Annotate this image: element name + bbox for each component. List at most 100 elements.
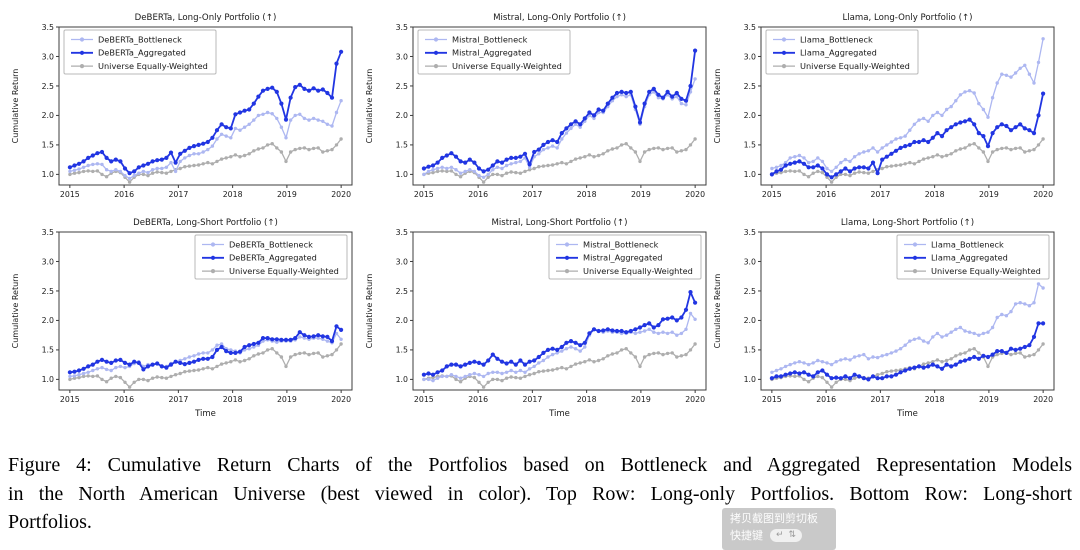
series-marker (537, 152, 541, 156)
series-marker (693, 342, 697, 346)
series-llama-bottleneck (770, 282, 1045, 374)
series-marker (302, 351, 307, 355)
series-marker (684, 103, 688, 107)
series-marker (444, 364, 449, 369)
series-marker (449, 165, 454, 169)
series-marker (949, 104, 953, 109)
series-marker (907, 366, 912, 371)
series-marker (569, 159, 573, 164)
x-tick-label: 2020 (1033, 395, 1053, 404)
series-marker (688, 348, 693, 352)
series-marker (894, 163, 898, 168)
series-marker (615, 94, 619, 99)
series-marker (894, 368, 898, 373)
legend-label: Llama_Aggregated (931, 253, 1008, 263)
series-marker (573, 122, 578, 127)
series-marker (866, 149, 871, 153)
series-marker (1041, 286, 1045, 290)
series-marker (523, 370, 527, 374)
series-marker (815, 163, 820, 168)
series-marker (862, 352, 866, 357)
series-marker (431, 375, 435, 380)
series-marker (829, 376, 834, 381)
series-marker (150, 171, 155, 175)
series-marker (495, 370, 500, 374)
series-marker (843, 157, 848, 162)
legend-marker (210, 242, 216, 247)
series-marker (564, 126, 569, 131)
series-marker (871, 146, 875, 150)
copy-screenshot-toast[interactable]: 拷贝截图到剪切板 快捷键 ↵ ⇅ (722, 508, 836, 550)
series-marker (559, 344, 564, 350)
series-marker (633, 355, 638, 359)
series-marker (816, 374, 820, 379)
chart-llama-long-only: 1.0 1.5 2.0 2.5 3.0 3.5 2015 2016 2017 2018 2019 20… (708, 4, 1060, 218)
series-marker (1032, 301, 1036, 305)
y-tick-label: 3.5 (744, 228, 756, 237)
series-marker (495, 165, 500, 169)
series-marker (114, 168, 118, 172)
series-marker (187, 355, 192, 359)
series-marker (1008, 346, 1014, 351)
series-marker (440, 374, 444, 379)
series-marker (206, 351, 210, 355)
series-marker (564, 367, 569, 371)
legend: Mistral_Bottleneck Mistral_Aggregated Univ… (417, 29, 571, 75)
series-marker (985, 354, 991, 360)
series-marker (665, 89, 670, 94)
series-marker (931, 113, 935, 118)
series-marker (311, 86, 316, 91)
y-tick-label: 3.0 (396, 257, 408, 266)
series-marker (256, 340, 261, 345)
series-marker (967, 348, 972, 352)
series-marker (967, 143, 972, 147)
series-marker (802, 377, 806, 382)
series-marker (944, 333, 949, 337)
series-marker (633, 104, 638, 109)
series-marker (628, 328, 633, 334)
series-marker (316, 118, 320, 122)
series-marker (935, 110, 940, 115)
series-marker (132, 380, 136, 384)
series-marker (467, 360, 472, 365)
y-tick-label: 3.0 (744, 257, 756, 266)
series-marker (541, 164, 546, 168)
series-marker (518, 171, 523, 175)
series-marker (870, 160, 876, 165)
series-marker (619, 328, 624, 334)
series-marker (857, 165, 862, 170)
series-marker (629, 351, 633, 355)
series-marker (963, 146, 967, 150)
series-marker (564, 131, 569, 135)
series-deberta-aggregated (67, 49, 344, 176)
series-marker (1018, 122, 1023, 127)
series-marker (824, 372, 830, 377)
series-marker (334, 331, 339, 336)
y-tick-label: 2.0 (396, 111, 408, 120)
series-marker (81, 374, 86, 379)
series-marker (334, 348, 339, 352)
series-marker (491, 168, 495, 172)
series-marker (1022, 344, 1027, 350)
series-marker (898, 145, 903, 150)
plot-frame (760, 231, 1055, 391)
series-mistral-aggregated (421, 290, 698, 377)
series-marker (871, 169, 875, 174)
series-marker (86, 163, 90, 168)
series-marker (670, 146, 674, 150)
series-marker (834, 172, 839, 177)
chart-llama-long-short: 1.0 1.5 2.0 2.5 3.0 3.5 2015 2016 2017 2018 2019 20… (708, 212, 1060, 426)
chart-title: Mistral, Long-Only Portfolio (↑) (493, 13, 626, 23)
legend-label: Universe Equally-Weighted (583, 266, 693, 276)
series-marker (889, 151, 894, 156)
x-axis-label: Time (194, 409, 216, 419)
series-marker (500, 173, 504, 178)
series-marker (679, 331, 684, 336)
series-marker (637, 325, 643, 330)
figure-caption: Figure 4: Cumulative Return Charts of th… (8, 451, 1072, 537)
series-marker (674, 318, 679, 323)
series-marker (283, 337, 289, 342)
series-marker (958, 352, 963, 356)
series-marker (205, 139, 210, 145)
series-marker (972, 91, 976, 95)
